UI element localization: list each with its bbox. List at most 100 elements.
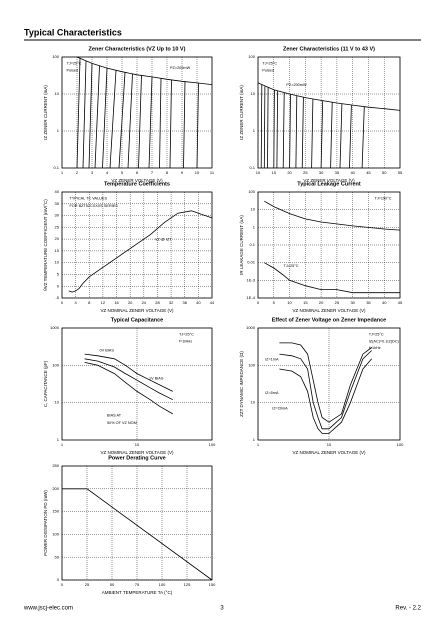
annotation: TJ=25°C — [262, 62, 277, 66]
y-axis-label: C, CAPACITANCE (pF) — [43, 360, 48, 407]
y-tick-label: 250 — [52, 463, 59, 468]
y-tick-label: 0.1 — [249, 242, 255, 247]
curve — [264, 200, 401, 231]
annotation: 50% OF VZ NOM — [107, 421, 137, 425]
x-tick-label: 16 — [114, 300, 119, 305]
chart-title: Typical Capacitance — [111, 317, 163, 323]
annotation: IZ=5mA — [265, 391, 279, 395]
x-tick-label: 3 — [91, 170, 94, 175]
x-tick-label: 7 — [151, 170, 154, 175]
footer-rev: Rev. - 2.2 — [395, 606, 421, 612]
x-axis-label: VZ NOMINAL ZENER VOLTAGE (V) — [101, 308, 174, 313]
annotation: BIAS AT — [107, 413, 122, 417]
y-axis-label: ZZT DYNAMIC IMPEDANCE (Ω) — [239, 351, 244, 417]
x-tick-label: 40 — [350, 170, 355, 175]
y-tick-label: 0.1 — [249, 165, 255, 170]
x-tick-label: 1 — [61, 170, 64, 175]
annotation: IZ=20mA — [272, 407, 288, 411]
curve — [263, 86, 266, 169]
curve — [301, 97, 304, 169]
y-tick-label: 5 — [57, 272, 60, 277]
x-tick-label: 4 — [75, 300, 78, 305]
x-tick-label: 8 — [166, 170, 169, 175]
y-tick-label: 100 — [52, 54, 59, 59]
x-axis-label: VZ NOMINAL ZENER VOLTAGE (V) — [293, 308, 366, 313]
y-tick-label: 10 — [55, 260, 60, 265]
x-tick-label: 40 — [196, 300, 201, 305]
y-tick-label: 25 — [55, 224, 60, 229]
x-tick-label: 20 — [319, 300, 324, 305]
x-tick-label: 10 — [256, 170, 261, 175]
curve — [320, 100, 324, 169]
x-tick-label: 100 — [159, 582, 166, 587]
y-tick-label: -5 — [55, 295, 59, 300]
x-tick-label: 25 — [335, 300, 340, 305]
curve — [273, 89, 275, 169]
y-tick-label: 10 — [55, 91, 60, 96]
curve — [118, 72, 126, 169]
annotation: TJ=150°C — [374, 196, 391, 200]
x-tick-label: 40 — [382, 300, 387, 305]
annotation: TYPICAL TC VALUES — [70, 196, 108, 200]
y-tick-label: 10 — [251, 91, 256, 96]
y-axis-label: IZ ZENER CURRENT (mA) — [43, 85, 48, 140]
x-axis-label: AMBIENT TEMPERATURE TA (°C) — [102, 590, 173, 595]
x-tick-label: 0 — [61, 300, 64, 305]
x-tick-label: 5 — [121, 170, 124, 175]
x-tick-label: 44 — [210, 300, 215, 305]
y-tick-label: 40 — [55, 189, 60, 194]
y-tick-label: 1E-3 — [247, 277, 256, 282]
y-tick-label: 1E-4 — [247, 295, 256, 300]
curve — [148, 76, 153, 169]
x-tick-label: 12 — [101, 300, 106, 305]
chart-title: Typical Leakage Current — [297, 181, 361, 187]
y-tick-label: 100 — [52, 362, 59, 367]
x-tick-label: 45 — [398, 300, 403, 305]
curve — [84, 362, 173, 415]
x-axis-label: VZ ZENER VOLTAGE (V) — [111, 178, 163, 183]
x-tick-label: 100 — [209, 442, 216, 447]
y-tick-label: 100 — [248, 362, 255, 367]
x-tick-label: 20 — [128, 300, 133, 305]
y-tick-label: 0.1 — [53, 165, 59, 170]
x-tick-label: 10 — [287, 300, 292, 305]
chart-title: Zener Characteristics (VZ Up to 10 V) — [89, 46, 186, 52]
y-axis-label: POWER DISSIPATION PD (mW) — [43, 490, 48, 556]
annotation: 0V BIAS — [100, 348, 115, 352]
y-tick-label: 15 — [55, 248, 60, 253]
curve — [82, 61, 87, 169]
x-tick-label: 10 — [135, 442, 140, 447]
x-tick-label: 1 — [61, 442, 64, 447]
annotation: TJ=25°C — [369, 333, 384, 337]
y-tick-label: 10 — [251, 207, 256, 212]
x-tick-label: 24 — [142, 300, 147, 305]
y-tick-label: 35 — [55, 201, 60, 206]
y-tick-label: 1 — [57, 128, 60, 133]
x-tick-label: 35 — [335, 170, 340, 175]
curve — [257, 82, 401, 111]
curve — [339, 103, 343, 169]
curve — [295, 95, 298, 169]
annotation: IZ=1mA — [265, 357, 279, 361]
y-tick-label: 0.01 — [247, 260, 256, 265]
y-tick-label: 1000 — [246, 325, 256, 330]
curve — [279, 342, 372, 423]
chart-title: Power Derating Curve — [108, 455, 165, 461]
annotation: PZ=200mW — [170, 66, 191, 70]
curve — [84, 353, 173, 392]
x-tick-label: 15 — [272, 170, 277, 175]
curve — [289, 93, 291, 169]
curve — [94, 65, 100, 169]
annotation: Pulsed — [262, 68, 274, 72]
x-tick-label: 15 — [303, 300, 308, 305]
curve — [88, 63, 93, 169]
annotation: TJ=25°C — [179, 333, 194, 337]
y-tick-label: 150 — [52, 509, 59, 514]
page-title: Typical Characteristics — [24, 27, 122, 37]
curve — [279, 358, 373, 434]
curve — [183, 81, 186, 169]
curve — [109, 70, 117, 169]
x-tick-label: 30 — [319, 170, 324, 175]
curve — [169, 79, 172, 169]
